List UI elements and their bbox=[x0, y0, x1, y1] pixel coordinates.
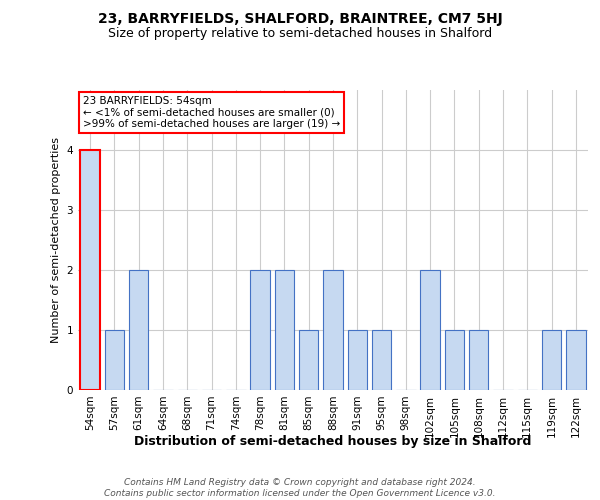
Text: Size of property relative to semi-detached houses in Shalford: Size of property relative to semi-detach… bbox=[108, 28, 492, 40]
Bar bbox=[347, 330, 367, 390]
Bar bbox=[129, 270, 148, 390]
Text: 23 BARRYFIELDS: 54sqm
← <1% of semi-detached houses are smaller (0)
>99% of semi: 23 BARRYFIELDS: 54sqm ← <1% of semi-deta… bbox=[83, 96, 340, 129]
Bar bbox=[105, 330, 124, 390]
Bar bbox=[566, 330, 586, 390]
Bar bbox=[542, 330, 561, 390]
Text: 23, BARRYFIELDS, SHALFORD, BRAINTREE, CM7 5HJ: 23, BARRYFIELDS, SHALFORD, BRAINTREE, CM… bbox=[98, 12, 502, 26]
Bar bbox=[275, 270, 294, 390]
Text: Contains HM Land Registry data © Crown copyright and database right 2024.
Contai: Contains HM Land Registry data © Crown c… bbox=[104, 478, 496, 498]
Bar bbox=[250, 270, 270, 390]
Text: Distribution of semi-detached houses by size in Shalford: Distribution of semi-detached houses by … bbox=[134, 435, 532, 448]
Y-axis label: Number of semi-detached properties: Number of semi-detached properties bbox=[51, 137, 61, 343]
Bar bbox=[80, 150, 100, 390]
Bar bbox=[421, 270, 440, 390]
Bar bbox=[445, 330, 464, 390]
Bar bbox=[323, 270, 343, 390]
Bar bbox=[299, 330, 319, 390]
Bar bbox=[469, 330, 488, 390]
Bar bbox=[372, 330, 391, 390]
